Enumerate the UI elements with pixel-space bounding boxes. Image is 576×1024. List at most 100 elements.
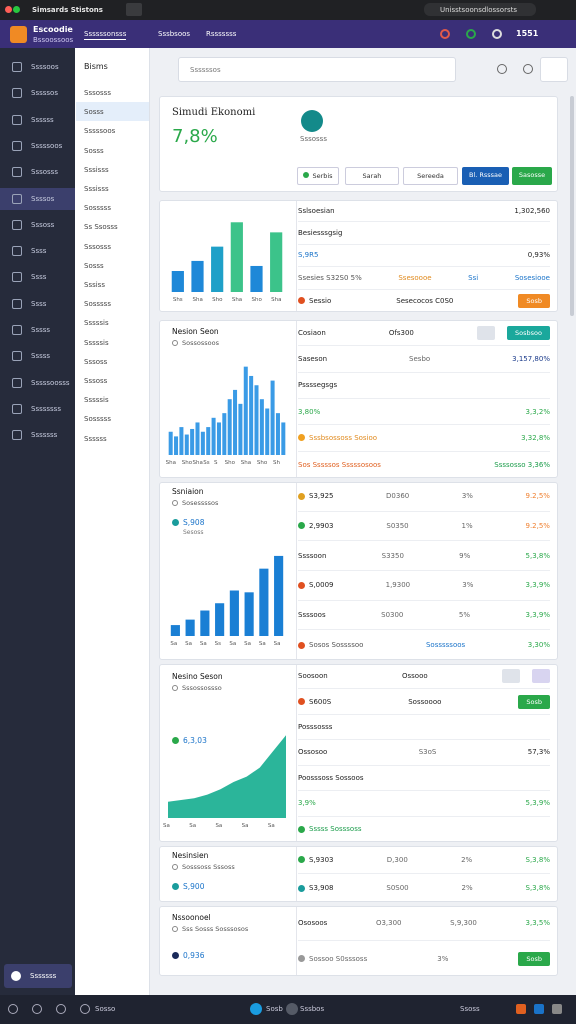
- row-button[interactable]: Sosbsoo: [507, 325, 550, 340]
- sidebar-icon[interactable]: [12, 430, 22, 441]
- table-row: Ssssoos S0300 5% 3,3,9%: [298, 601, 550, 631]
- summary-button[interactable]: Sasosse: [512, 167, 552, 185]
- taskbar-label[interactable]: Sosso: [95, 1005, 116, 1013]
- sidebar-icon[interactable]: [12, 246, 22, 257]
- summary-button[interactable]: Serbis: [297, 167, 339, 185]
- sidebar-icon[interactable]: [12, 140, 22, 151]
- taskbar-label[interactable]: Sssbos: [300, 1005, 325, 1013]
- row-lead: Pssssegsgs: [298, 381, 337, 389]
- sidebar-icon[interactable]: [12, 62, 22, 72]
- header-nav-item[interactable]: Sssbsoos: [158, 30, 191, 38]
- sidebar-item[interactable]: Ssssss: [31, 115, 54, 124]
- nav-item[interactable]: Sssssis: [84, 338, 109, 347]
- sidebar-icon[interactable]: [12, 351, 22, 362]
- nav-item[interactable]: Sssisss: [84, 165, 109, 174]
- panel-divider: [296, 483, 297, 659]
- row-cell: Saseson: [298, 354, 328, 363]
- tray-icon[interactable]: [516, 1004, 526, 1014]
- nav-item[interactable]: Sosssss: [84, 300, 111, 309]
- header-nav-item[interactable]: Ssssssonsss: [84, 30, 127, 40]
- sidebar-icon[interactable]: [12, 167, 22, 178]
- browser-tab: Simsards Stistons: [32, 6, 103, 14]
- table-row: S,0009 1,9300 3% 3,3,9%: [298, 571, 550, 601]
- sidebar-item[interactable]: Ssssos: [31, 194, 55, 203]
- sidebar-item[interactable]: Sssosss: [31, 168, 58, 177]
- sidebar-item[interactable]: Ssss: [31, 273, 47, 282]
- taskbar-icon[interactable]: [56, 1004, 66, 1014]
- header-icon[interactable]: [492, 29, 502, 39]
- nav-item[interactable]: Sssisss: [84, 185, 109, 193]
- tray-icon[interactable]: [552, 1004, 562, 1014]
- row-cell: Sesbo: [409, 354, 431, 363]
- nav-item[interactable]: Sssosss: [84, 89, 111, 97]
- sidebar-item[interactable]: Sssoss: [31, 220, 55, 229]
- sidebar-item[interactable]: Sssssos: [31, 89, 58, 98]
- sidebar-icon[interactable]: [12, 377, 22, 388]
- nav-item[interactable]: Sssiss: [84, 281, 105, 289]
- row-cell: Sosesiooe: [514, 273, 550, 282]
- sidebar-icon[interactable]: [12, 88, 22, 99]
- taskbar-icon[interactable]: [8, 1004, 18, 1014]
- sidebar-icon[interactable]: [12, 403, 22, 414]
- sidebar-item[interactable]: Sssssss: [31, 431, 58, 440]
- nav-item[interactable]: Sosss: [84, 108, 104, 117]
- row-cell: 2%: [461, 855, 473, 864]
- row-dot: [298, 698, 305, 706]
- row-button[interactable]: Sosb: [518, 694, 550, 709]
- nav-item[interactable]: Sosssss: [84, 415, 111, 424]
- header-icon[interactable]: [440, 29, 450, 39]
- nav-item[interactable]: Ss Ssosss: [84, 223, 118, 232]
- nav-item[interactable]: Sssssoos: [84, 127, 116, 136]
- taskbar-icon[interactable]: [32, 1004, 42, 1014]
- taskbar-icon[interactable]: [80, 1004, 90, 1014]
- row-button[interactable]: [477, 325, 496, 340]
- taskbar-label[interactable]: Sosb: [266, 1005, 283, 1013]
- header-nav-item[interactable]: Rsssssss: [206, 30, 237, 38]
- summary-button[interactable]: Sereeda: [403, 167, 458, 185]
- sidebar-icon[interactable]: [12, 219, 22, 230]
- new-tab[interactable]: [126, 3, 142, 16]
- sidebar-item[interactable]: Sssss: [31, 326, 51, 334]
- tray-icon[interactable]: [534, 1004, 544, 1014]
- sidebar-icon[interactable]: [12, 193, 22, 204]
- nav-item[interactable]: Sosss: [84, 261, 104, 270]
- nav-item[interactable]: Sosss: [84, 146, 104, 155]
- sidebar-item[interactable]: Ssssssss: [31, 404, 61, 413]
- sidebar-item[interactable]: Sssssoosss: [31, 378, 70, 387]
- nav-item[interactable]: Sssssis: [84, 319, 109, 328]
- search-box[interactable]: [178, 57, 456, 82]
- nav-item[interactable]: Sosssss: [84, 204, 111, 213]
- sidebar-item[interactable]: Sssssoos: [31, 141, 63, 150]
- row-cell: S3350: [381, 551, 404, 560]
- row-button[interactable]: Sosb: [518, 293, 550, 308]
- sidebar-item[interactable]: Ssss: [31, 299, 47, 308]
- nav-item[interactable]: Sssssis: [84, 396, 109, 405]
- nav-item[interactable]: Sssoss: [84, 357, 108, 366]
- x-tick-label: Sha: [192, 460, 203, 466]
- sidebar-icon[interactable]: [12, 114, 22, 125]
- sidebar-icon[interactable]: [12, 272, 22, 283]
- table-row: Ososoos O3,300 S,9,300 3,3,5%: [298, 906, 550, 941]
- row-button[interactable]: Sosb: [518, 951, 550, 966]
- nav-item[interactable]: Sssosss: [84, 242, 111, 251]
- nav-item[interactable]: Ssssss: [84, 434, 107, 443]
- sidebar-item[interactable]: Sssss: [31, 352, 51, 361]
- taskbar-label[interactable]: Ssoss: [460, 1005, 480, 1013]
- sidebar-icon[interactable]: [12, 325, 22, 335]
- toolbar-icon[interactable]: [523, 64, 533, 74]
- nav-item[interactable]: Sssoss: [84, 377, 108, 385]
- row-lead: S,0009: [298, 581, 333, 589]
- row-button[interactable]: [501, 669, 520, 684]
- sidebar-icon[interactable]: [12, 298, 22, 309]
- sidebar-item[interactable]: Ssss: [31, 247, 47, 256]
- sidebar-item[interactable]: Ssssoos: [31, 63, 59, 71]
- taskbar-app[interactable]: [250, 1003, 262, 1015]
- menu-button[interactable]: [540, 57, 568, 82]
- header-icon[interactable]: [466, 29, 476, 39]
- row-button[interactable]: [531, 669, 550, 684]
- summary-button[interactable]: Sarah: [345, 167, 399, 185]
- taskbar-app[interactable]: [286, 1003, 298, 1015]
- toolbar-icon[interactable]: [497, 64, 507, 74]
- summary-button[interactable]: Bl. Rsssae: [462, 167, 509, 185]
- row-lead: Sossoo S0sssoss: [298, 955, 367, 963]
